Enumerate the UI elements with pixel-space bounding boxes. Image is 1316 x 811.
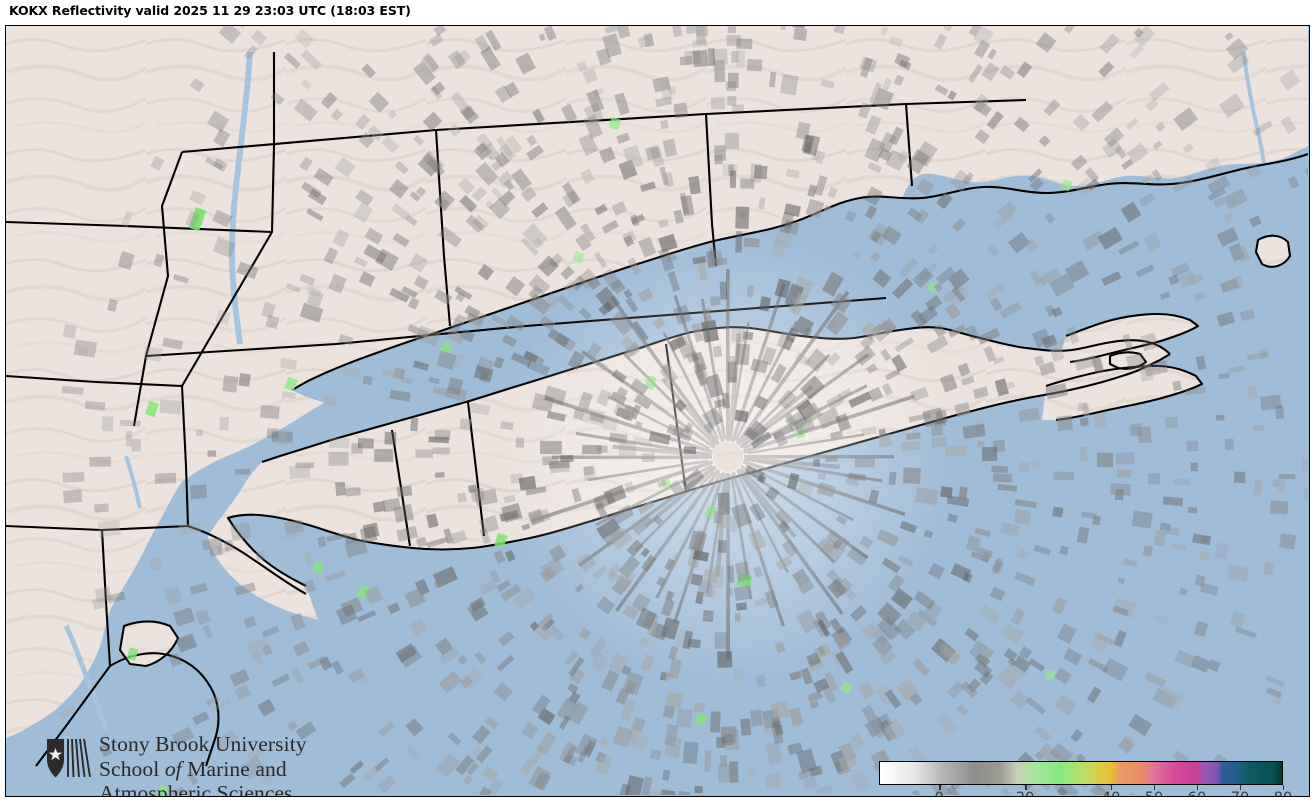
colorbar-tick-mark [1197, 785, 1199, 790]
colorbar-tick-label: 80 [1274, 790, 1292, 796]
colorbar-tick-mark [1240, 785, 1242, 790]
basemap-geography [6, 26, 1308, 795]
colorbar-tick-label: 0 [935, 790, 944, 796]
page-title: KOKX Reflectivity valid 2025 11 29 23:03… [9, 3, 411, 18]
radar-map[interactable]: Stony Brook University School of Marine … [5, 25, 1310, 797]
colorbar-gradient [880, 762, 1282, 784]
map-canvas: Stony Brook University School of Marine … [6, 26, 1309, 796]
colorbar-tick-mark [1111, 785, 1113, 790]
colorbar-tick-label: 40 [1102, 790, 1120, 796]
colorbar-tick-label: 70 [1231, 790, 1249, 796]
colorbar-tick-mark [1283, 785, 1285, 790]
colorbar-tick-mark [1025, 785, 1027, 790]
colorbar-tick-mark [939, 785, 941, 790]
reflectivity-colorbar[interactable]: 0 20 40 50 60 70 80 [879, 761, 1292, 796]
colorbar-tick-label: 20 [1016, 790, 1034, 796]
colorbar-tick-label: 60 [1188, 790, 1206, 796]
colorbar-tick-label: 50 [1145, 790, 1163, 796]
colorbar-ticks: 0 20 40 50 60 70 80 [879, 785, 1292, 796]
colorbar-tick-mark [1154, 785, 1156, 790]
colorbar-swatch [879, 761, 1283, 785]
